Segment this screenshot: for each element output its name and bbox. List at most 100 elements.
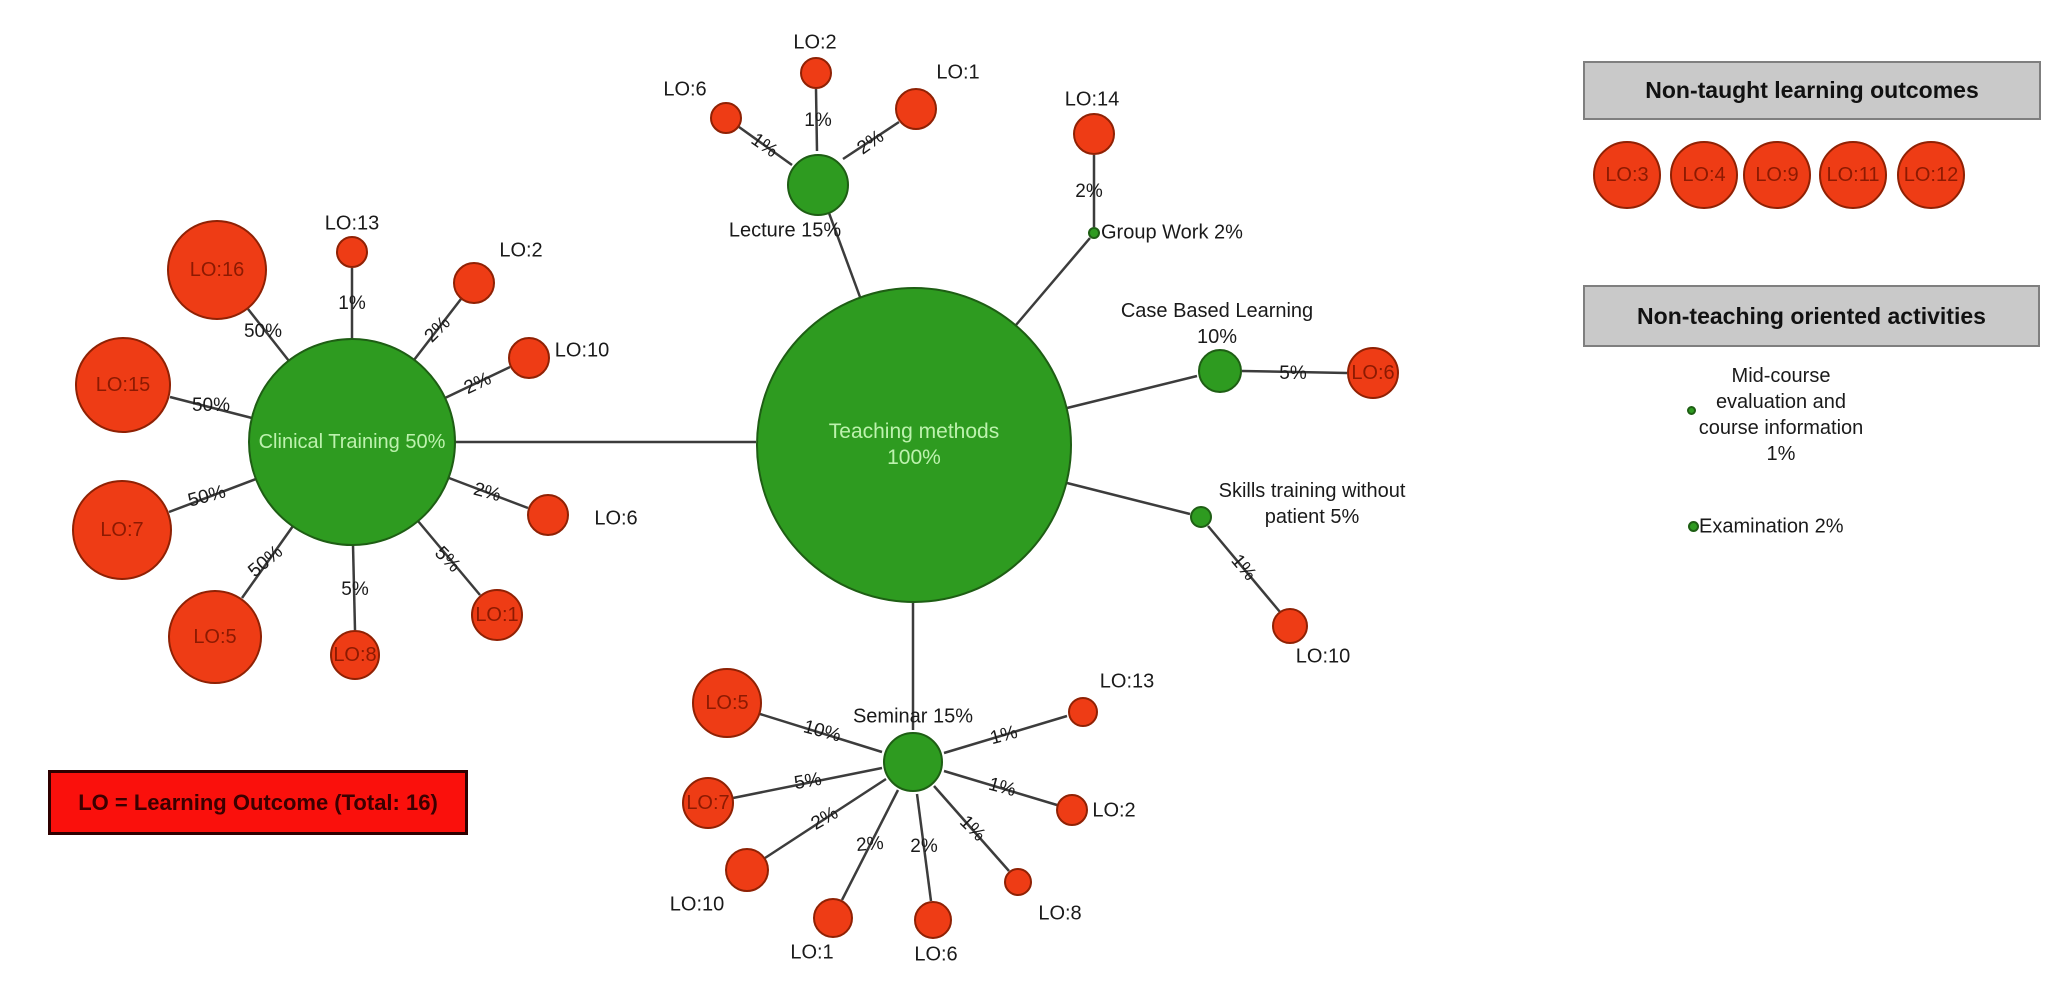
legend-lo12-node: LO:12 — [1897, 141, 1965, 209]
cbl-pct: 5% — [1279, 363, 1307, 384]
edge-cbl-lo6 — [1241, 369, 1348, 375]
edge-clinical-lo6 — [448, 476, 529, 510]
edge-teaching-cbl — [1066, 374, 1198, 410]
legend-lo12-label: LO:12 — [1903, 163, 1959, 186]
legend-non-taught-title: Non-taught learning outcomes — [1645, 77, 1979, 103]
seminar-lo1-label: LO:1 — [790, 941, 834, 964]
teaching-methods-label: Teaching methods 100% — [828, 419, 1000, 469]
clinical-lo8-pct: 5% — [341, 579, 369, 600]
clinical-lo7-label: LO:7 — [100, 518, 144, 541]
case-based-learning-hub — [1198, 349, 1242, 393]
seminar-lo7-label: LO:7 — [686, 791, 730, 814]
seminar-lo8-label: LO:8 — [1038, 902, 1082, 925]
lo-note-text: LO = Learning Outcome (Total: 16) — [78, 789, 438, 815]
edge-teaching-groupwork — [1015, 237, 1091, 326]
edge-seminar-lo2 — [943, 769, 1058, 807]
clinical-lo2-label: LO:2 — [499, 239, 543, 262]
seminar-lo7-pct: 5% — [792, 768, 824, 795]
clinical-training-hub: Clinical Training 50% — [248, 338, 456, 546]
clinical-lo6-node — [527, 494, 569, 536]
case-based-learning-label: Case Based Learning 10% — [1120, 300, 1314, 348]
seminar-lo10-label: LO:10 — [669, 893, 725, 916]
midcourse-label: Mid-course evaluation and course informa… — [1698, 365, 1864, 465]
seminar-label: Seminar 15% — [852, 705, 974, 728]
clinical-lo6-label: LO:6 — [594, 507, 638, 530]
edge-seminar-lo7 — [732, 766, 883, 800]
clinical-lo13-pct: 1% — [338, 293, 366, 314]
seminar-lo1-pct: 2% — [855, 832, 885, 857]
group-work-node — [1088, 227, 1100, 239]
clinical-lo5-node: LO:5 — [168, 590, 262, 684]
seminar-lo8-node — [1004, 868, 1032, 896]
clinical-lo10-label: LO:10 — [554, 339, 610, 362]
clinical-lo7-node: LO:7 — [72, 480, 172, 580]
legend-lo4-label: LO:4 — [1682, 163, 1726, 186]
edge-seminar-lo5 — [759, 712, 883, 754]
clinical-lo16-pct: 50% — [243, 321, 283, 342]
clinical-lo16-label: LO:16 — [189, 258, 245, 281]
legend-lo11-label: LO:11 — [1826, 163, 1880, 186]
seminar-lo6-pct: 2% — [910, 836, 938, 857]
seminar-lo1-node — [813, 898, 853, 938]
clinical-lo13-label: LO:13 — [324, 212, 380, 235]
edge-teaching-lecture — [827, 212, 862, 298]
legend-non-teaching-header: Non-teaching oriented activities — [1583, 285, 2040, 347]
lecture-lo2-pct: 1% — [804, 110, 832, 131]
clinical-lo15-label: LO:15 — [95, 373, 151, 396]
groupwork-pct: 2% — [1075, 181, 1103, 202]
teaching-methods-hub: Teaching methods 100% — [756, 287, 1072, 603]
seminar-lo6-node — [914, 901, 952, 939]
edge-clinical-lo5 — [240, 525, 295, 599]
lecture-lo1-node — [895, 88, 937, 130]
clinical-lo13-node — [336, 236, 368, 268]
seminar-lo10-node — [725, 848, 769, 892]
lecture-hub — [787, 154, 849, 216]
lecture-lo6-label: LO:6 — [663, 78, 707, 101]
legend-lo9-node: LO:9 — [1743, 141, 1811, 209]
clinical-lo2-node — [453, 262, 495, 304]
clinical-lo15-node: LO:15 — [75, 337, 171, 433]
groupwork-lo14-node — [1073, 113, 1115, 155]
edge-seminar-lo8 — [933, 785, 1010, 872]
lecture-lo1-label: LO:1 — [936, 61, 980, 84]
edge-clinical-lo1 — [417, 520, 481, 596]
clinical-lo1-node: LO:1 — [471, 589, 523, 641]
clinical-lo8-node: LO:8 — [330, 630, 380, 680]
legend-non-taught-header: Non-taught learning outcomes — [1583, 61, 2041, 120]
seminar-lo2-label: LO:2 — [1092, 799, 1136, 822]
skills-lo10-label: LO:10 — [1295, 645, 1351, 668]
edge-lecture-lo6 — [738, 125, 793, 167]
clinical-lo1-label: LO:1 — [475, 603, 519, 626]
clinical-lo10-node — [508, 337, 550, 379]
clinical-lo8-label: LO:8 — [333, 643, 377, 666]
clinical-training-label: Clinical Training 50% — [258, 430, 446, 453]
edge-clinical-lo2 — [413, 298, 462, 361]
clinical-lo15-pct: 50% — [191, 395, 231, 416]
edge-clinical-lo15 — [169, 395, 253, 420]
legend-lo3-label: LO:3 — [1605, 163, 1649, 186]
seminar-lo6-label: LO:6 — [914, 943, 958, 966]
seminar-lo5-label: LO:5 — [705, 691, 749, 714]
legend-lo9-label: LO:9 — [1755, 163, 1799, 186]
skills-lo10-node — [1272, 608, 1308, 644]
seminar-lo5-node: LO:5 — [692, 668, 762, 738]
edge-lecture-lo2 — [814, 88, 819, 152]
clinical-lo5-label: LO:5 — [193, 625, 237, 648]
skills-training-node — [1190, 506, 1212, 528]
seminar-hub — [883, 732, 943, 792]
midcourse-dot — [1687, 406, 1696, 415]
seminar-lo13-node — [1068, 697, 1098, 727]
seminar-lo13-label: LO:13 — [1099, 670, 1155, 693]
edge-clinical-lo8 — [351, 544, 357, 631]
edge-lecture-lo1 — [842, 120, 900, 161]
cbl-lo6-node: LO:6 — [1347, 347, 1399, 399]
lecture-lo2-node — [800, 57, 832, 89]
lecture-label: Lecture 15% — [728, 219, 842, 242]
edge-clinical-lo16 — [247, 308, 290, 362]
lo-note-box: LO = Learning Outcome (Total: 16) — [48, 770, 468, 835]
skills-training-label: Skills training without patient 5% — [1218, 480, 1406, 528]
legend-lo4-node: LO:4 — [1670, 141, 1738, 209]
legend-lo11-node: LO:11 — [1819, 141, 1887, 209]
